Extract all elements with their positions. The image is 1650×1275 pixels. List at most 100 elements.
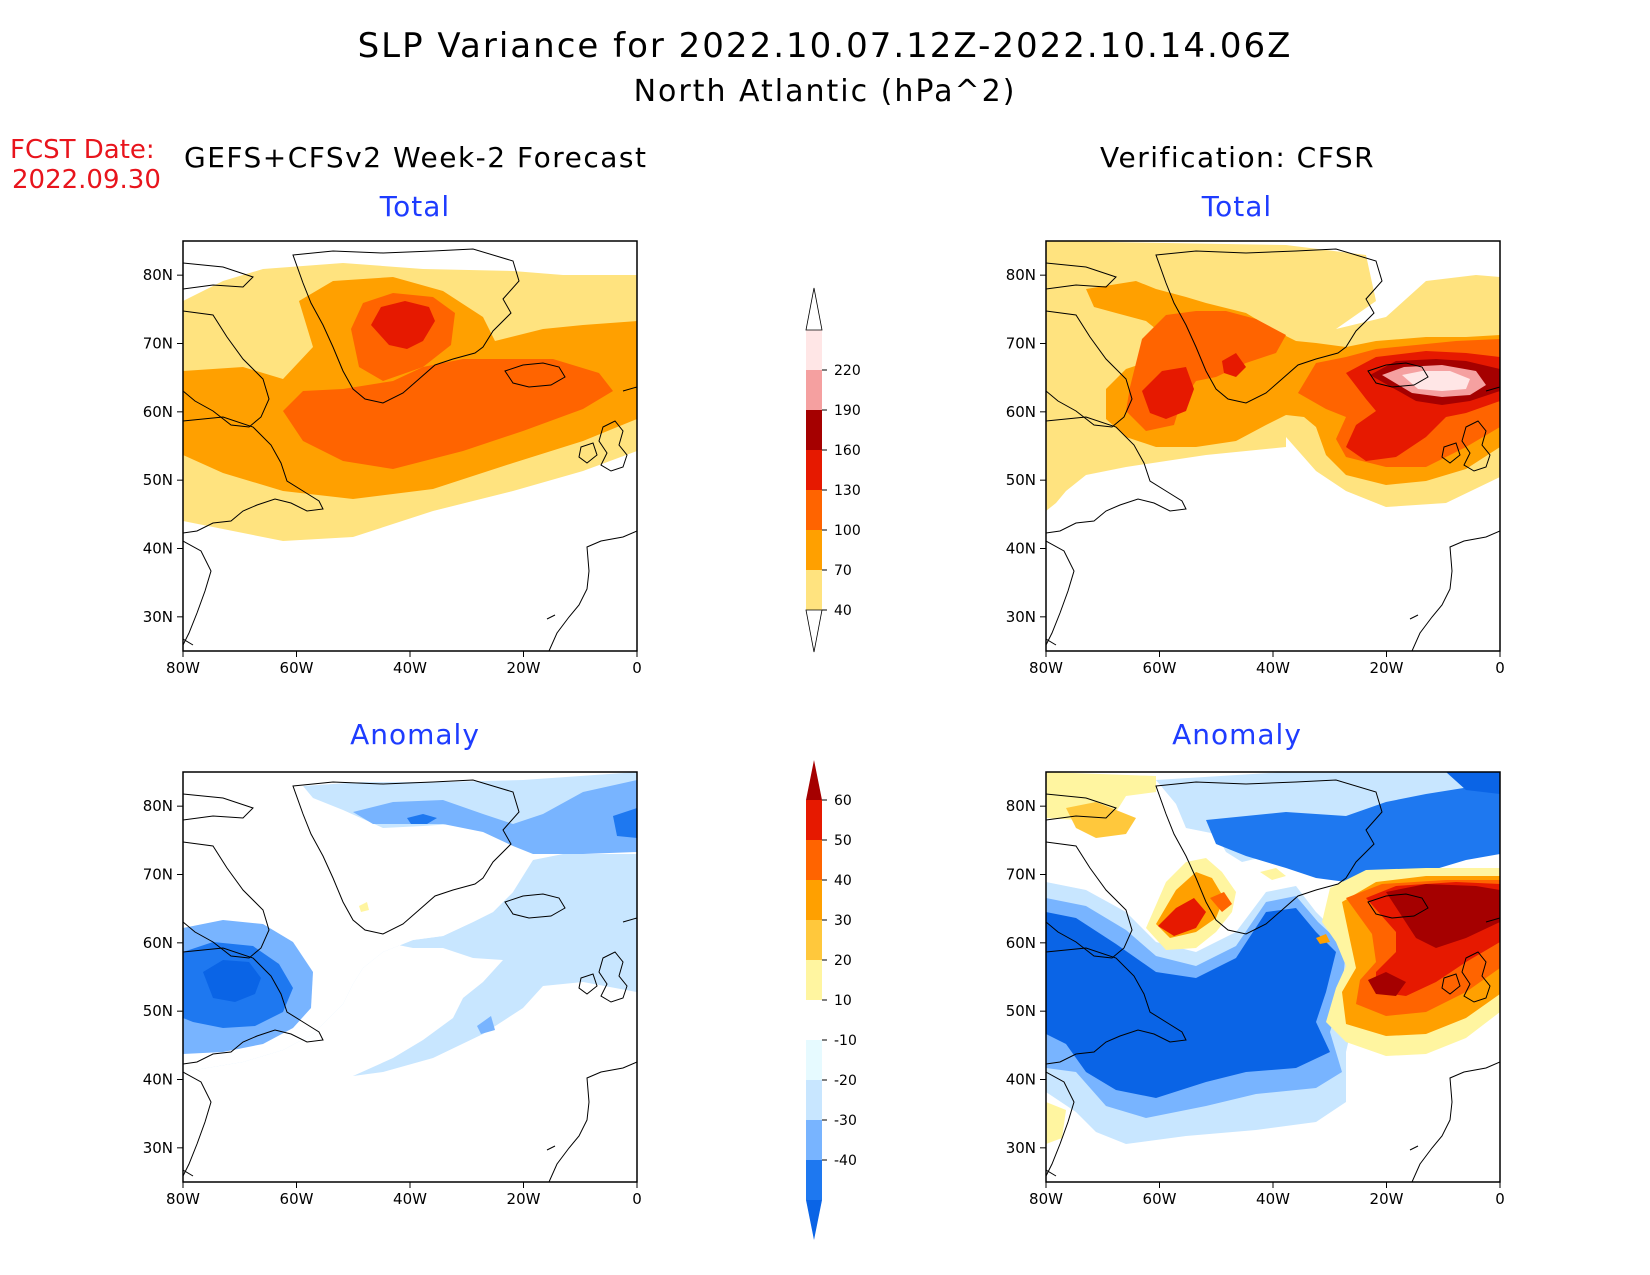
lon-tick-label: 40W: [393, 1190, 427, 1208]
colorbar-segment: [806, 1040, 822, 1080]
colorbar-segment: [806, 960, 822, 1000]
lon-tick-label: 40W: [1256, 659, 1290, 677]
lat-tick-label: 30N: [143, 608, 173, 626]
colorbar-label: 40: [834, 603, 852, 619]
lat-tick-label: 70N: [143, 866, 173, 884]
lon-tick-label: 0: [632, 1190, 642, 1208]
panel-title-verification-total: Total: [1201, 190, 1273, 223]
lat-tick-label: 80N: [1006, 266, 1036, 284]
lon-tick-label: 80W: [1029, 659, 1063, 677]
colorbar-bottom-tip: [805, 609, 823, 653]
colorbar-segment: [806, 370, 822, 410]
axes-layer: 80W 60W 40W 20W 0 80N 70N 60N 50N 40N 30N 80W 60W 40W…: [143, 266, 1505, 1208]
colorbar-segment: [806, 880, 822, 920]
lat-tick-label: 50N: [1006, 471, 1036, 489]
colorbar-label: -10: [834, 1033, 857, 1049]
lat-tick-label: 50N: [143, 471, 173, 489]
lat-tick-label: 40N: [143, 540, 173, 558]
lon-tick-label: 60W: [1143, 1190, 1177, 1208]
lat-tick-label: 30N: [143, 1139, 173, 1157]
colorbar-label: -30: [834, 1113, 857, 1129]
colorbar-label: 10: [834, 993, 852, 1009]
colorbar-label: 60: [834, 793, 852, 809]
colorbar-label: 30: [834, 913, 852, 929]
colorbar-top-tip: [805, 287, 823, 331]
figure-title-line2: North Atlantic (hPa^2): [633, 74, 1017, 109]
lon-tick-label: 20W: [1370, 659, 1404, 677]
lon-tick-label: 60W: [1143, 659, 1177, 677]
colorbar-segment: [806, 920, 822, 960]
colorbar-segment: [806, 1080, 822, 1120]
lon-tick-label: 80W: [1029, 1190, 1063, 1208]
map-panel-verification-total: [1045, 240, 1501, 652]
colorbar-top-tip: [806, 760, 822, 800]
colorbar-anomaly: -40 -30 -20 -10 10 20 30 40 50 60: [806, 760, 857, 1240]
lat-tick-label: 40N: [1006, 540, 1036, 558]
colorbar-segment: [806, 800, 822, 840]
lon-tick-label: 20W: [507, 659, 541, 677]
lat-tick-label: 30N: [1006, 1139, 1036, 1157]
forecast-date-value: 2022.09.30: [12, 165, 161, 195]
lat-tick-label: 30N: [1006, 608, 1036, 626]
lat-tick-label: 60N: [143, 403, 173, 421]
lat-tick-label: 50N: [1006, 1002, 1036, 1020]
lon-tick-label: 60W: [280, 1190, 314, 1208]
colorbar-label: 130: [834, 483, 861, 499]
panel-title-verification-anomaly: Anomaly: [1172, 718, 1302, 751]
lat-tick-label: 60N: [1006, 403, 1036, 421]
map-panel-verification-anomaly: [1045, 771, 1501, 1183]
colorbar-label: 50: [834, 833, 852, 849]
lat-tick-label: 70N: [1006, 335, 1036, 353]
colorbar-segment: [806, 530, 822, 570]
verification-column-title: Verification: CFSR: [1100, 141, 1376, 174]
colorbar-segment: [806, 330, 822, 370]
colorbar-segment: [806, 1160, 822, 1200]
lat-tick-label: 40N: [143, 1071, 173, 1089]
colorbar-label: 20: [834, 953, 852, 969]
colorbar-label: -20: [834, 1073, 857, 1089]
panel-title-forecast-anomaly: Anomaly: [350, 718, 480, 751]
lat-tick-label: 60N: [1006, 934, 1036, 952]
colorbar-segment: [806, 490, 822, 530]
panel-title-forecast-total: Total: [379, 190, 451, 223]
lon-tick-label: 20W: [507, 1190, 541, 1208]
lon-tick-label: 80W: [166, 1190, 200, 1208]
colorbar-segment: [806, 1120, 822, 1160]
lat-tick-label: 60N: [143, 934, 173, 952]
lon-tick-label: 0: [1495, 659, 1505, 677]
colorbar-segment: [806, 410, 822, 450]
colorbar-total: 40 70 100 130 160 190 220: [805, 287, 861, 653]
colorbar-bottom-tip: [806, 1200, 822, 1240]
lat-tick-label: 80N: [1006, 797, 1036, 815]
colorbar-segment: [806, 840, 822, 880]
colorbar-label: 100: [834, 523, 861, 539]
map-panel-forecast-total: [182, 240, 638, 652]
lat-tick-label: 80N: [143, 266, 173, 284]
forecast-column-title: GEFS+CFSv2 Week-2 Forecast: [184, 141, 648, 174]
colorbar-label: -40: [834, 1153, 857, 1169]
lat-tick-label: 70N: [1006, 866, 1036, 884]
lon-tick-label: 0: [632, 659, 642, 677]
lat-tick-label: 40N: [1006, 1071, 1036, 1089]
lat-tick-label: 70N: [143, 335, 173, 353]
lon-tick-label: 40W: [1256, 1190, 1290, 1208]
map-panel-forecast-anomaly: [182, 771, 638, 1183]
lon-tick-label: 40W: [393, 659, 427, 677]
lon-tick-label: 60W: [280, 659, 314, 677]
lat-tick-label: 80N: [143, 797, 173, 815]
lon-tick-label: 0: [1495, 1190, 1505, 1208]
colorbar-label: 40: [834, 873, 852, 889]
lon-tick-label: 80W: [166, 659, 200, 677]
lon-tick-label: 20W: [1370, 1190, 1404, 1208]
colorbar-segment: [806, 1000, 822, 1040]
colorbar-label: 190: [834, 403, 861, 419]
colorbar-segment: [806, 570, 822, 610]
lat-tick-label: 50N: [143, 1002, 173, 1020]
colorbar-label: 160: [834, 443, 861, 459]
colorbar-label: 220: [834, 363, 861, 379]
forecast-date-label: FCST Date:: [10, 135, 155, 165]
colorbar-segment: [806, 450, 822, 490]
colorbar-label: 70: [834, 563, 852, 579]
figure-title-line1: SLP Variance for 2022.10.07.12Z-2022.10.…: [357, 26, 1293, 66]
